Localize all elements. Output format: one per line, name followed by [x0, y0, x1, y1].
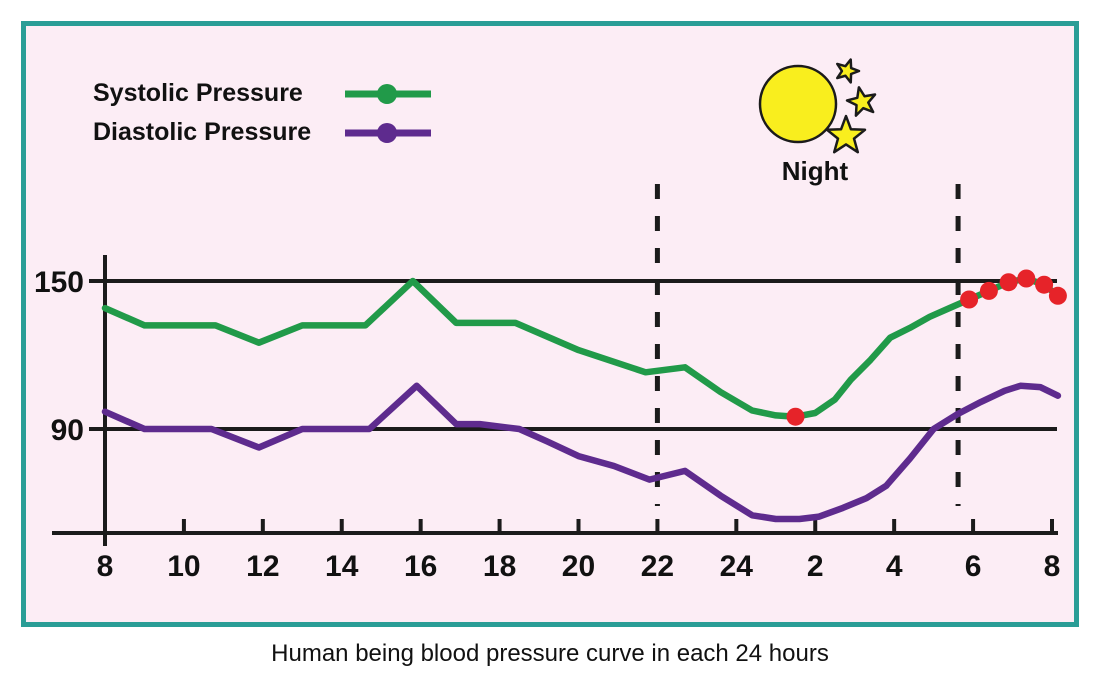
night-indicator: Night	[740, 50, 890, 187]
night-sky-graphic	[758, 58, 877, 154]
legend-label-diastolic: Diastolic Pressure	[93, 118, 312, 146]
legend: Systolic Pressure Diastolic Pressure	[93, 74, 433, 152]
legend-label-systolic: Systolic Pressure	[93, 79, 303, 107]
legend-item-diastolic: Diastolic Pressure	[93, 113, 433, 152]
systolic-line-swatch	[345, 83, 431, 104]
star-icon	[825, 114, 867, 154]
chart-caption: Human being blood pressure curve in each…	[271, 640, 829, 667]
moon-icon	[758, 64, 838, 144]
night-label: Night	[781, 156, 849, 186]
star-icon	[836, 58, 861, 84]
systolic-swatch-dot	[377, 83, 397, 104]
diastolic-line-swatch	[345, 122, 431, 143]
legend-item-systolic: Systolic Pressure	[93, 74, 433, 113]
star-icon	[845, 86, 877, 117]
diastolic-swatch-dot	[377, 122, 397, 143]
